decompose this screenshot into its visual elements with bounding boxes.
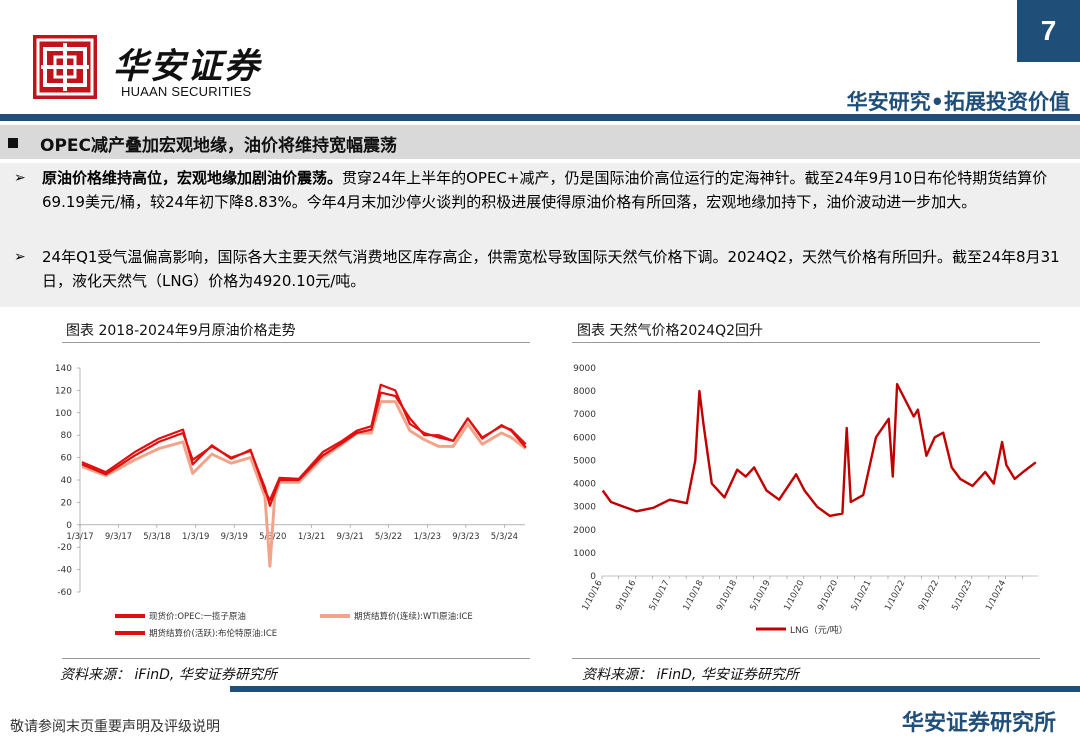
bullet-item: ➢ 24年Q1受气温偏高影响，国际各大主要天然气消费地区库存高企，供需宽松导致国…: [14, 245, 1074, 293]
y-tick-label: -60: [57, 588, 72, 598]
y-tick-label: 1000: [573, 549, 596, 559]
x-tick-label: 1/10/20: [782, 579, 806, 613]
x-tick-label: 5/10/21: [849, 579, 873, 613]
x-tick-label: 9/3/17: [105, 532, 132, 542]
y-tick-label: 0: [590, 572, 596, 582]
x-tick-label: 5/3/18: [143, 532, 170, 542]
header-slogan: 华安研究•拓展投资价值: [846, 90, 1070, 114]
x-tick-label: 9/10/18: [715, 579, 739, 613]
footer-disclaimer: 敬请参阅末页重要声明及评级说明: [10, 719, 220, 735]
x-tick-label: 9/3/19: [221, 532, 248, 542]
x-tick-label: 1/3/21: [298, 532, 325, 542]
figure-top-rule: [62, 342, 530, 343]
y-tick-label: 80: [61, 431, 73, 441]
section-title: OPEC减产叠加宏观地缘，油价将维持宽幅震荡: [40, 136, 397, 156]
y-tick-label: -20: [57, 543, 72, 553]
x-tick-label: 1/3/17: [66, 532, 93, 542]
figure-top-rule: [572, 342, 1040, 343]
square-bullet-icon: [8, 138, 18, 148]
y-tick-label: 4000: [573, 480, 596, 490]
x-tick-label: 9/3/21: [336, 532, 363, 542]
y-tick-label: 100: [55, 409, 72, 419]
series-line-0: [81, 391, 527, 507]
arrow-right-icon: ➢: [14, 170, 26, 186]
x-tick-label: 5/10/23: [950, 579, 974, 613]
y-tick-label: 5000: [573, 456, 596, 466]
x-tick-label: 1/10/22: [883, 579, 907, 613]
figure-source-oil: 资料来源： iFinD, 华安证券研究所: [60, 667, 277, 683]
brand-name-en: HUAAN SECURITIES: [121, 84, 252, 99]
legend-label: 期货结算价(活跃):布伦特原油:ICE: [149, 628, 277, 639]
bullet-text: 24年Q1受气温偏高影响，国际各大主要天然气消费地区库存高企，供需宽松导致国际天…: [42, 248, 1060, 290]
bullet-item: ➢ 原油价格维持高位，宏观地缘加剧油价震荡。贯穿24年上半年的OPEC+减产，仍…: [14, 166, 1074, 214]
oil-price-chart: -60 -40 -20 0 20 40 60 80 100 120 140 1/3/17 9/3/17 5…: [55, 364, 527, 639]
footer-divider: [230, 686, 1080, 692]
x-tick-label: 5/10/19: [748, 579, 772, 613]
y-tick-label: -40: [57, 566, 72, 576]
bullet-panel: [0, 163, 1080, 307]
y-tick-label: 20: [61, 498, 73, 508]
y-tick-label: 6000: [573, 433, 596, 443]
brand-name-cn: 华安证券: [113, 46, 262, 87]
page-number: 7: [1017, 0, 1080, 62]
bullet-text: 贯穿24年上半年的OPEC+减产，仍是国际油价高位运行的定海神针。截至24年9月…: [42, 169, 1048, 211]
figure-bottom-rule: [572, 658, 1040, 659]
x-tick-label: 1/3/19: [182, 532, 209, 542]
x-tick-label: 9/10/20: [816, 579, 840, 613]
x-tick-label: 5/10/17: [648, 579, 672, 613]
legend-label: LNG（元/吨）: [790, 624, 848, 636]
figure-source-gas: 资料来源： iFinD, 华安证券研究所: [582, 667, 799, 683]
legend-label: 期货结算价(连续):WTI原油:ICE: [354, 611, 473, 622]
y-tick-label: 2000: [573, 526, 596, 536]
x-tick-label: 9/3/23: [452, 532, 479, 542]
series-line-1: [81, 400, 527, 568]
section-title-bar: [0, 125, 1080, 159]
legend-label: 现货价:OPEC:一揽子原油: [149, 611, 246, 622]
y-tick-label: 3000: [573, 503, 596, 513]
series-line-lng: [601, 383, 1037, 518]
figure-title-gas: 图表 天然气价格2024Q2回升: [577, 323, 764, 339]
footer-brand: 华安证券研究所: [901, 711, 1056, 736]
y-tick-label: 140: [55, 364, 72, 374]
y-tick-label: 40: [61, 476, 73, 486]
x-tick-label: 5/3/24: [491, 532, 518, 542]
y-tick-label: 0: [66, 521, 72, 531]
y-tick-label: 120: [55, 386, 72, 396]
y-tick-label: 9000: [573, 364, 596, 374]
bullet-lead: 原油价格维持高位，宏观地缘加剧油价震荡。: [42, 169, 343, 187]
x-tick-label: 1/3/23: [414, 532, 441, 542]
y-tick-label: 60: [61, 454, 73, 464]
lng-price-chart: 0 1000 2000 3000 4000 5000 6000 7000 8000 9000 1/1…: [573, 364, 1038, 636]
x-tick-label: 9/10/22: [917, 579, 941, 613]
x-tick-label: 9/10/16: [614, 579, 638, 613]
arrow-right-icon: ➢: [14, 249, 26, 265]
figure-bottom-rule: [62, 658, 530, 659]
huaan-logo-icon: [33, 35, 97, 99]
y-tick-label: 7000: [573, 410, 596, 420]
figure-title-oil: 图表 2018-2024年9月原油价格走势: [66, 323, 296, 339]
series-line-2: [81, 383, 527, 502]
header-divider: [0, 114, 1080, 121]
x-tick-label: 1/10/16: [580, 579, 604, 613]
x-tick-label: 1/10/18: [681, 579, 705, 613]
y-tick-label: 8000: [573, 387, 596, 397]
x-tick-label: 1/10/24: [984, 579, 1008, 613]
x-tick-label: 5/3/22: [375, 532, 402, 542]
